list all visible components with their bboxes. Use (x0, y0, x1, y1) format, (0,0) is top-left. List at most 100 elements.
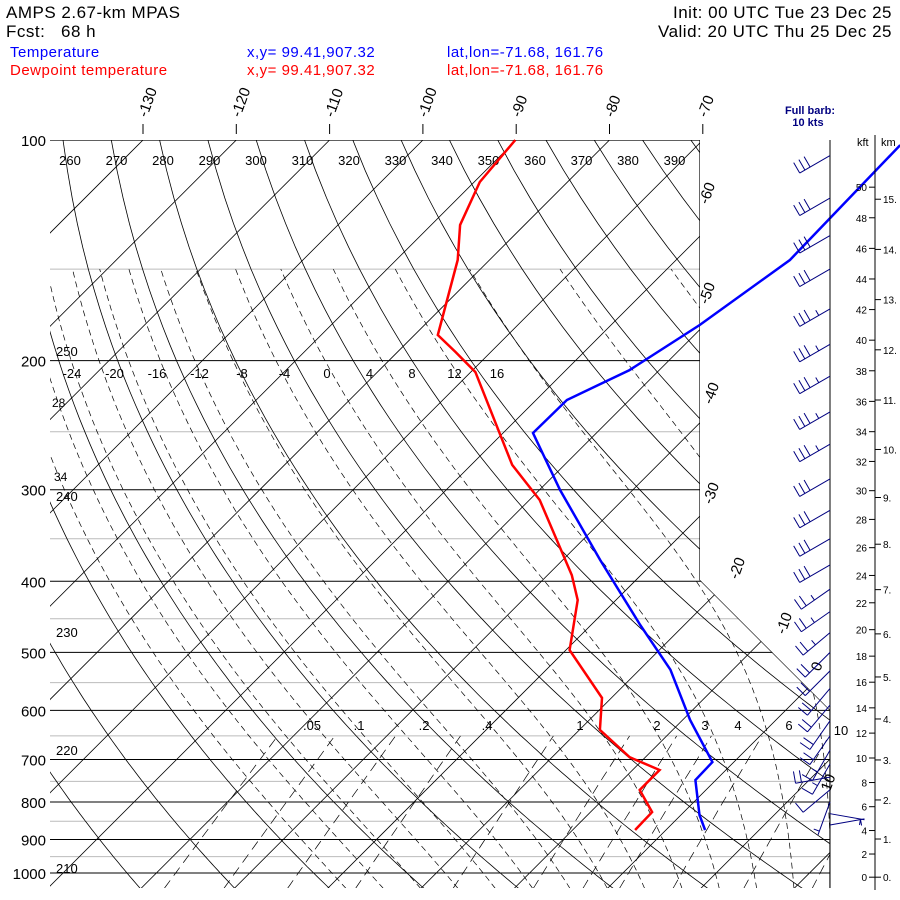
isotherm--100 (50, 140, 457, 888)
km-label: 4. (883, 715, 891, 726)
isotherm-10 (697, 140, 830, 888)
km-label: 6. (883, 630, 891, 641)
kft-label: 30 (856, 487, 868, 498)
isotherm--120 (50, 140, 271, 888)
theta-left-label: 240 (56, 489, 78, 504)
dewpoint-xy: x,y= 99.41,907.32 (247, 62, 376, 79)
isotherm-0 (604, 140, 830, 888)
mixing-ratio-line (811, 735, 830, 888)
theta-label: 320 (338, 153, 360, 168)
isotherm-top-label: -100 (415, 85, 441, 119)
wind-barb (793, 538, 831, 557)
wind-barb (801, 749, 831, 781)
pressure-label: 600 (21, 703, 46, 720)
kft-label: 28 (856, 515, 868, 526)
dry-adiabat-320 (340, 140, 830, 888)
moist-adiabat-label: -20 (105, 366, 124, 381)
dry-adiabat-280 (152, 140, 713, 888)
isotherm-side-label: -20 (726, 555, 749, 581)
kft-label: 4 (861, 827, 867, 838)
isotherm-top-label: -70 (695, 93, 718, 119)
kft-label: 8 (861, 779, 867, 790)
dry-adiabat-340 (433, 140, 830, 888)
dry-adiabat-220 (50, 140, 144, 888)
pressure-label: 200 (21, 354, 46, 371)
moist-adiabat-label: -16 (148, 366, 167, 381)
wind-barb (799, 720, 831, 750)
dry-adiabat-230 (50, 140, 239, 888)
moist-adiabat-label: -4 (279, 366, 291, 381)
theta-label: 290 (199, 153, 221, 168)
theta-label: 350 (478, 153, 500, 168)
moist-adiabat (394, 268, 757, 888)
theta-label: 280 (152, 153, 174, 168)
kft-label: 22 (856, 599, 868, 610)
wind-barb (797, 688, 831, 716)
moist-adiabat (128, 269, 533, 888)
wind-barb (795, 789, 831, 813)
pressure-label: 700 (21, 752, 46, 769)
moist-adiabat (195, 268, 608, 888)
wind-barb (793, 564, 831, 583)
dry-adiabat-350 (480, 140, 830, 888)
km-label: 8. (883, 540, 891, 551)
isotherm-side-label: -10 (773, 610, 796, 636)
kft-label: 34 (856, 428, 868, 439)
barb-note-speed: 10 kts (792, 117, 823, 129)
wind-barb (794, 611, 831, 633)
theta-left-label: 230 (56, 625, 78, 640)
moist-adiabat (50, 269, 422, 888)
mixing-ratio-label: 6 (785, 718, 792, 733)
moist-adiabat-label: -24 (63, 366, 82, 381)
theta-label: 360 (524, 153, 546, 168)
moist-adiabat (469, 268, 795, 888)
km-label: 1. (883, 835, 891, 846)
kft-label: 40 (856, 336, 868, 347)
mixing-ratio-label: .1 (354, 718, 365, 733)
isotherm--90 (50, 140, 550, 888)
mixing-ratio-line (672, 735, 763, 888)
km-label: 15. (883, 195, 897, 206)
mixing-ratio-label: .4 (482, 718, 493, 733)
isotherm--30 (324, 140, 830, 888)
km-label: 5. (883, 673, 891, 684)
wind-barb (793, 411, 831, 430)
theta-label: 380 (617, 153, 639, 168)
wind-barb (793, 197, 831, 216)
kft-label: 38 (856, 367, 868, 378)
isotherm-top-label: -90 (508, 93, 531, 119)
wind-barb (796, 670, 831, 696)
theta-label: 310 (292, 153, 314, 168)
wind-barb (793, 343, 831, 363)
dry-adiabat-260 (58, 140, 523, 888)
moist-adiabat (280, 268, 683, 888)
wind-barb (796, 651, 831, 678)
pressure-label: 900 (21, 832, 46, 849)
km-label: 0. (883, 873, 891, 884)
km-label: 9. (883, 494, 891, 505)
mixing-ratio-line (163, 735, 278, 888)
pressure-label: 400 (21, 574, 46, 591)
kft-label: 18 (856, 652, 868, 663)
kft-label: 10 (856, 754, 868, 765)
kft-label: 50 (856, 183, 868, 194)
profile-dewpoint-temperature (436, 139, 662, 831)
wind-barb (793, 509, 831, 529)
model-title: AMPS 2.67-km MPAS (6, 3, 181, 22)
moist-left-label: 34 (54, 470, 68, 484)
moist-adiabat-label: 4 (366, 366, 373, 381)
theta-left-label: 220 (56, 743, 78, 758)
mixing-ratio-line (287, 735, 396, 888)
kft-label: 44 (856, 275, 868, 286)
moist-adiabat-label: -12 (190, 366, 209, 381)
mixing-ratio-line (452, 735, 554, 888)
kft-axis-title: kft (857, 137, 869, 149)
moist-adiabat (235, 268, 646, 888)
isotherm--110 (50, 140, 364, 888)
wind-barb (793, 375, 831, 395)
kft-label: 36 (856, 397, 868, 408)
profile-temperature (531, 144, 900, 831)
wind-barb (793, 443, 831, 463)
temperature-xy: x,y= 99.41,907.32 (247, 44, 376, 61)
